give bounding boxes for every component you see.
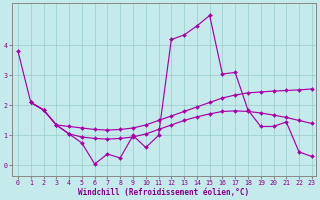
X-axis label: Windchill (Refroidissement éolien,°C): Windchill (Refroidissement éolien,°C) [78, 188, 249, 197]
